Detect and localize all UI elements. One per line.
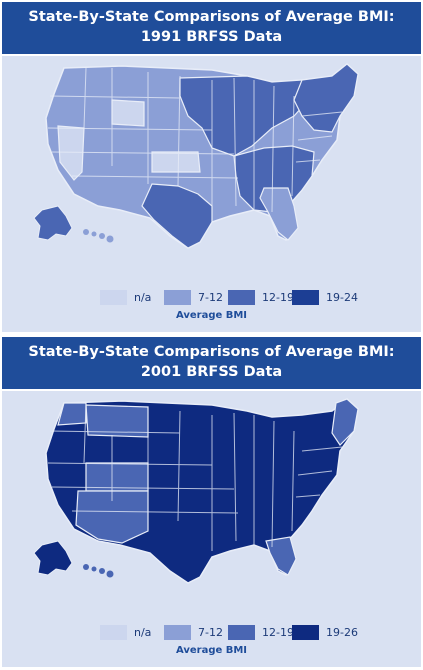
map-area: n/a 7-12 12-19 19-26 Average BMI [2,391,421,667]
map-title: State-By-State Comparisons of Average BM… [2,337,421,389]
state-wyoming-na [111,99,145,127]
legend-label-top: 19-24 [326,291,358,304]
map-panel-2001: State-By-State Comparisons of Average BM… [0,335,423,670]
legend-title: Average BMI [175,310,248,321]
map-title-line2: 1991 BRFSS Data [140,29,283,45]
hawaii-shape [83,229,114,243]
alaska-shape [33,540,73,576]
region-new-england [331,398,359,446]
legend-swatch-na [100,290,127,305]
state-florida [265,536,297,576]
legend-swatch-12-19 [228,290,255,305]
state-washington [57,402,87,426]
state-kansas-na [151,151,201,173]
region-florida-georgia [259,187,299,241]
state-borders [47,67,343,216]
legend-label-7-12: 7-12 [198,291,223,304]
legend-swatch-na [100,625,127,640]
map-title-line2: 2001 BRFSS Data [140,364,283,380]
region-utah-colorado [85,462,149,492]
us-map-1991 [33,63,359,249]
legend-swatch-top [292,290,319,305]
map-title: State-By-State Comparisons of Average BM… [2,2,421,54]
legend-label-12-19: 12-19 [262,626,294,639]
legend-title: Average BMI [175,645,248,656]
map-legend: n/a 7-12 12-19 19-24 Average BMI [2,288,421,328]
map-legend: n/a 7-12 12-19 19-26 Average BMI [2,623,421,663]
legend-label-na: n/a [134,626,152,639]
region-midwest [179,75,313,157]
legend-swatch-7-12 [164,290,191,305]
map-title-line1: State-By-State Comparisons of Average BM… [28,344,395,360]
map-panel-1991: State-By-State Comparisons of Average BM… [2,2,421,332]
region-texas [141,183,213,249]
legend-swatch-7-12 [164,625,191,640]
legend-swatch-12-19 [228,625,255,640]
legend-swatch-top [292,625,319,640]
hawaii-shape [83,564,114,578]
legend-label-na: n/a [134,291,152,304]
legend-label-7-12: 7-12 [198,626,223,639]
alaska-shape [33,205,73,241]
map-area: n/a 7-12 12-19 19-24 Average BMI [2,56,421,332]
state-borders [47,402,343,551]
legend-label-12-19: 12-19 [262,291,294,304]
map-title-line1: State-By-State Comparisons of Average BM… [28,9,395,25]
legend-label-top: 19-26 [326,626,358,639]
us-map-2001 [33,398,359,584]
